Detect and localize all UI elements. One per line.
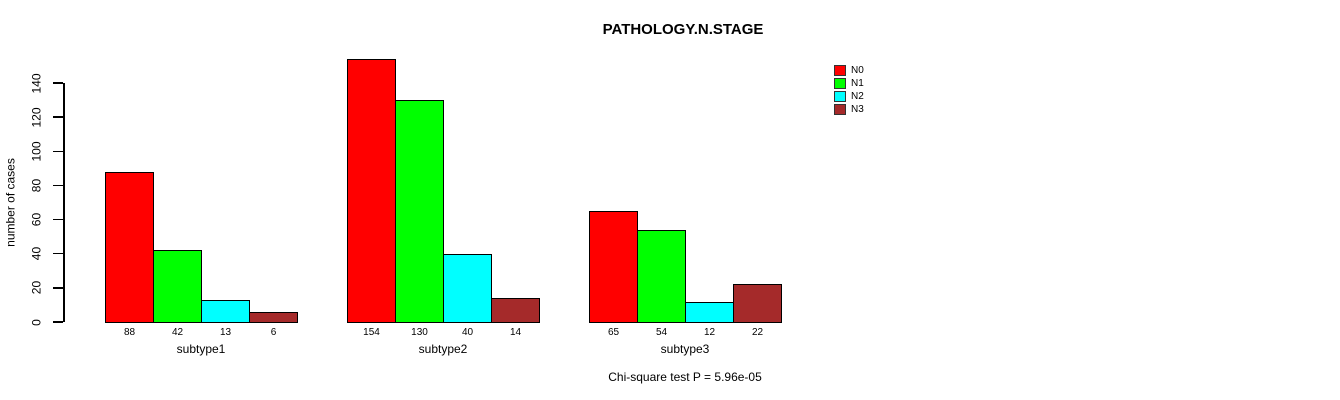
y-tick-label: 140: [29, 72, 44, 94]
chi-square-annotation: Chi-square test P = 5.96e-05: [608, 370, 762, 384]
y-tick-mark: [53, 116, 63, 118]
bar-value-label: 6: [270, 327, 277, 338]
legend-item: N1: [834, 77, 864, 90]
y-axis-label: number of cases: [3, 158, 18, 247]
bar-n3-subtype1: [249, 311, 298, 323]
legend-swatch-n1: [834, 78, 846, 89]
legend-label: N2: [851, 91, 864, 102]
category-label: subtype2: [418, 342, 468, 356]
bar-value-label: 42: [171, 327, 184, 338]
bar-n0-subtype2: [347, 59, 396, 323]
bar-value-label: 13: [219, 327, 232, 338]
y-tick-mark: [53, 184, 63, 187]
bar-value-label: 88: [123, 327, 136, 338]
bar-value-label: 40: [461, 327, 474, 338]
bar-value-label: 14: [509, 327, 522, 338]
legend-label: N1: [851, 78, 864, 89]
category-label: subtype3: [660, 342, 710, 356]
bar-value-label: 22: [751, 327, 764, 338]
bar-n3-subtype2: [491, 298, 540, 323]
bar-n2-subtype3: [685, 301, 734, 323]
legend-swatch-n3: [834, 104, 846, 115]
y-tick-mark: [53, 150, 63, 153]
bar-value-label: 130: [411, 327, 428, 338]
bar-value-label: 65: [607, 327, 620, 338]
bar-n0-subtype1: [105, 171, 154, 323]
legend-item: N3: [834, 103, 864, 116]
y-tick-mark: [53, 252, 63, 255]
legend-item: N2: [834, 90, 864, 103]
bar-n1-subtype3: [637, 229, 686, 323]
bar-n1-subtype1: [153, 250, 202, 323]
chart-title: PATHOLOGY.N.STAGE: [602, 21, 764, 38]
bar-value-label: 54: [655, 327, 668, 338]
category-label: subtype1: [176, 342, 226, 356]
y-tick-label: 20: [29, 281, 44, 295]
y-tick-label: 120: [29, 107, 44, 128]
y-tick-label: 100: [29, 141, 44, 162]
legend-label: N0: [851, 65, 864, 76]
bar-n2-subtype1: [201, 299, 250, 323]
bar-n2-subtype2: [443, 253, 492, 323]
y-tick-label: 60: [29, 212, 44, 227]
y-tick-label: 40: [29, 247, 44, 261]
bar-n1-subtype2: [395, 100, 444, 323]
y-tick-mark: [53, 218, 63, 221]
y-tick-label: 80: [29, 178, 44, 193]
legend-swatch-n0: [834, 65, 846, 76]
bar-value-label: 12: [703, 327, 716, 338]
legend: N0 N1 N2 N3: [834, 64, 864, 116]
bar-n0-subtype3: [589, 211, 638, 323]
y-tick-mark: [53, 82, 63, 84]
bar-value-label: 154: [363, 327, 380, 338]
legend-label: N3: [851, 104, 864, 115]
y-axis-line: [63, 83, 65, 322]
legend-swatch-n2: [834, 91, 846, 102]
legend-item: N0: [834, 64, 864, 77]
bar-n3-subtype3: [733, 284, 782, 323]
y-tick-label: 0: [29, 318, 44, 326]
y-tick-mark: [53, 321, 63, 323]
y-tick-mark: [53, 287, 63, 289]
